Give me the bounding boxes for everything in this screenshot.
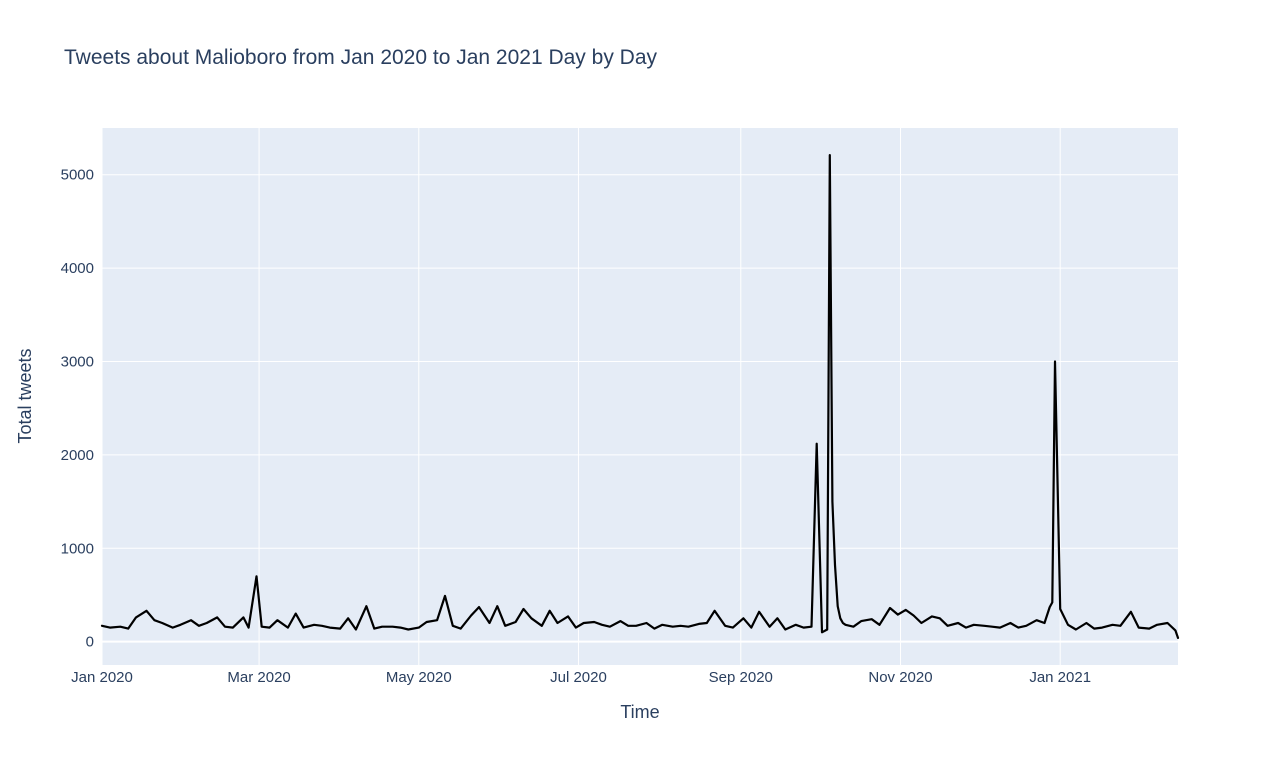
x-axis-title: Time bbox=[620, 702, 659, 722]
y-axis-title: Total tweets bbox=[15, 348, 35, 443]
chart-title: Tweets about Malioboro from Jan 2020 to … bbox=[64, 46, 658, 69]
x-tick-label: Mar 2020 bbox=[227, 669, 290, 686]
x-tick-label: Jan 2021 bbox=[1029, 669, 1091, 686]
x-axis: Jan 2020 Mar 2020 May 2020 Jul 2020 Sep 2020… bbox=[71, 669, 1091, 686]
x-tick-label: Sep 2020 bbox=[709, 669, 773, 686]
x-tick-label: Jan 2020 bbox=[71, 669, 133, 686]
x-tick-label: Nov 2020 bbox=[868, 669, 932, 686]
plot-area bbox=[102, 128, 1178, 665]
y-tick-label: 1000 bbox=[61, 540, 94, 557]
y-tick-label: 2000 bbox=[61, 447, 94, 464]
series-line bbox=[100, 154, 1180, 639]
y-tick-label: 5000 bbox=[61, 167, 94, 184]
x-tick-label: May 2020 bbox=[386, 669, 452, 686]
y-tick-label: 0 bbox=[86, 634, 94, 651]
y-tick-label: 3000 bbox=[61, 353, 94, 370]
y-axis: 0 1000 2000 3000 4000 5000 bbox=[61, 167, 94, 651]
y-tick-label: 4000 bbox=[61, 260, 94, 277]
x-tick-label: Jul 2020 bbox=[550, 669, 607, 686]
